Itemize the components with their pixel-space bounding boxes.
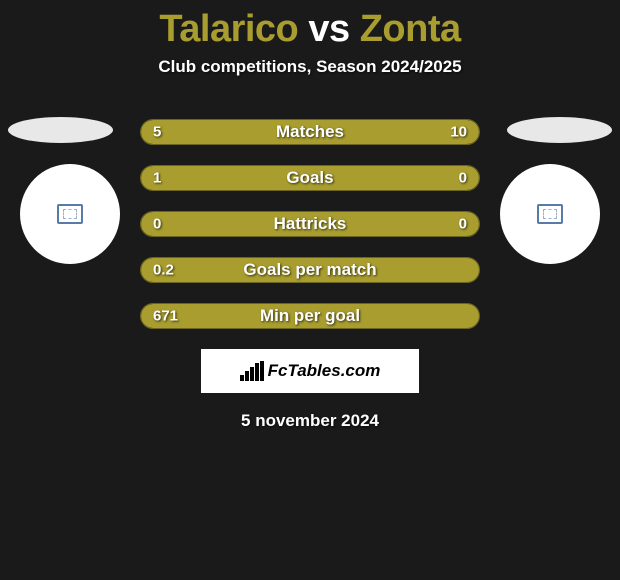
brand-text: FcTables.com [268, 361, 381, 381]
stat-value-left: 0.2 [153, 262, 174, 279]
stat-row: 5 10 Matches [140, 119, 480, 145]
bar-fill-right [401, 166, 479, 190]
avatar-left [20, 164, 120, 264]
stat-label: Goals [286, 168, 333, 188]
avatar-right [500, 164, 600, 264]
stat-row: 1 0 Goals [140, 165, 480, 191]
brand-badge: FcTables.com [201, 349, 419, 393]
title-player2: Zonta [360, 8, 461, 50]
stat-value-left: 0 [153, 216, 161, 233]
stat-value-right: 0 [459, 216, 467, 233]
image-placeholder-icon [537, 204, 563, 224]
flag-placeholder-left [8, 117, 113, 143]
stat-value-right: 0 [459, 170, 467, 187]
stat-label: Matches [276, 122, 344, 142]
stat-value-left: 671 [153, 308, 178, 325]
stats-bars: 510Matches10Goals00Hattricks0.2Goals per… [140, 119, 480, 329]
stat-label: Goals per match [243, 260, 376, 280]
stat-label: Hattricks [274, 214, 347, 234]
bar-chart-icon [240, 361, 264, 381]
subtitle: Club competitions, Season 2024/2025 [0, 57, 620, 77]
title-player1: Talarico [159, 8, 298, 50]
stat-value-left: 1 [153, 170, 161, 187]
page-title: Talarico vs Zonta [0, 0, 620, 51]
stat-value-right: 10 [450, 124, 467, 141]
title-vs: vs [308, 8, 349, 50]
comparison-panel: 510Matches10Goals00Hattricks0.2Goals per… [0, 119, 620, 329]
flag-placeholder-right [507, 117, 612, 143]
stat-row: 0 0 Hattricks [140, 211, 480, 237]
stat-row: 0.2 Goals per match [140, 257, 480, 283]
stat-value-left: 5 [153, 124, 161, 141]
stat-label: Min per goal [260, 306, 360, 326]
bar-fill-left [141, 166, 401, 190]
stat-row: 671 Min per goal [140, 303, 480, 329]
date-label: 5 november 2024 [0, 411, 620, 431]
image-placeholder-icon [57, 204, 83, 224]
